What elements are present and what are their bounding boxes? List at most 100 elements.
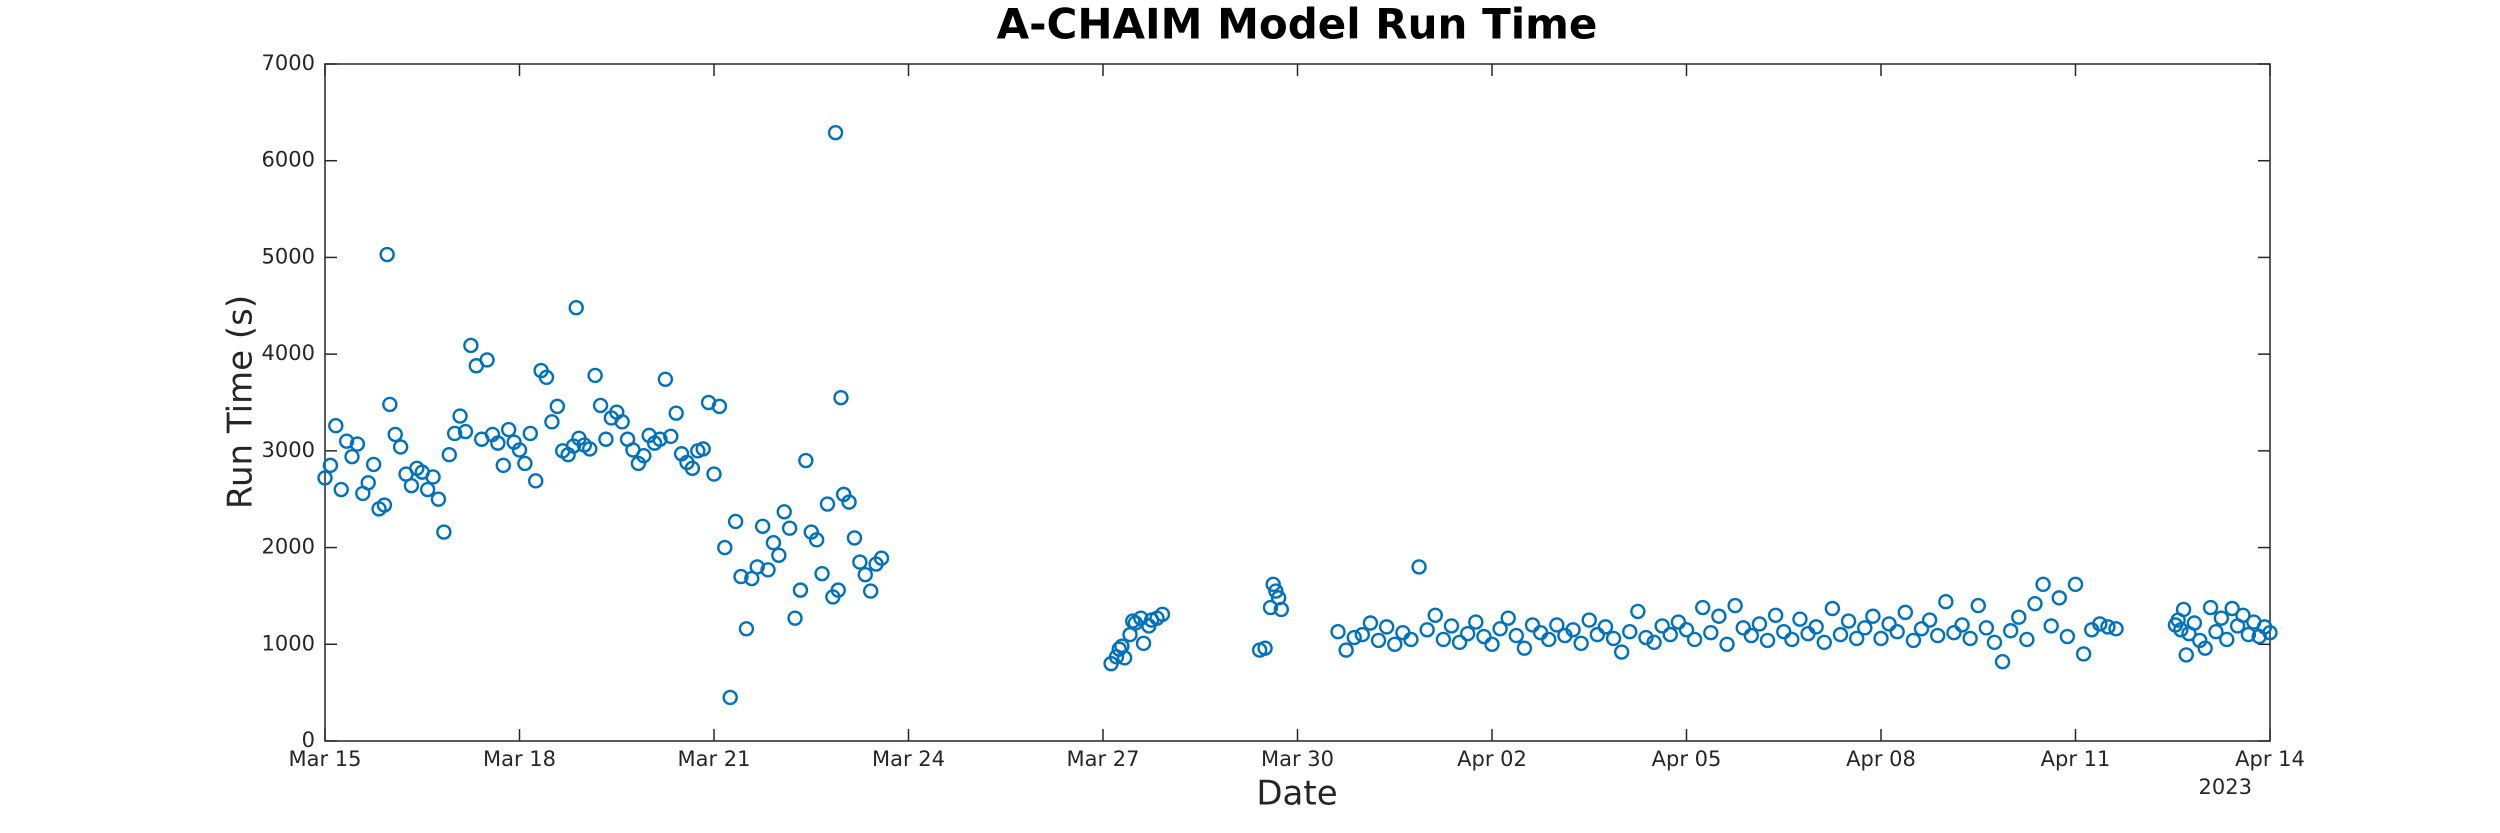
point bbox=[322, 457, 339, 474]
point bbox=[2108, 621, 2124, 637]
point bbox=[727, 513, 744, 530]
point bbox=[1759, 632, 1776, 649]
y-tick-label: 0 bbox=[302, 728, 315, 752]
point bbox=[695, 441, 711, 457]
point bbox=[1662, 626, 1678, 643]
point bbox=[2075, 646, 2092, 662]
point bbox=[1338, 642, 1354, 658]
x-tick-label: Apr 11 bbox=[2041, 747, 2111, 771]
y-tick-label: 2000 bbox=[262, 535, 315, 559]
point bbox=[1978, 620, 1995, 636]
point bbox=[1605, 630, 1622, 647]
point bbox=[592, 397, 609, 414]
point bbox=[376, 497, 393, 513]
point bbox=[846, 530, 863, 546]
point bbox=[344, 448, 360, 465]
point bbox=[1330, 624, 1346, 640]
point bbox=[1670, 614, 1687, 630]
point bbox=[1154, 606, 1171, 623]
point bbox=[833, 389, 849, 406]
point bbox=[2019, 631, 2035, 648]
point bbox=[1711, 608, 1727, 624]
point bbox=[1792, 611, 1808, 627]
point bbox=[2178, 647, 2194, 663]
point bbox=[446, 425, 463, 442]
point bbox=[652, 431, 668, 447]
point bbox=[1516, 640, 1533, 656]
point bbox=[379, 246, 395, 263]
point bbox=[452, 408, 468, 424]
point bbox=[511, 442, 528, 458]
point bbox=[1273, 601, 1289, 618]
point bbox=[2197, 640, 2213, 656]
point bbox=[463, 337, 479, 354]
point bbox=[738, 621, 755, 637]
x-tick-label: Apr 14 bbox=[2235, 747, 2305, 771]
point bbox=[2208, 624, 2224, 640]
point bbox=[1468, 614, 1484, 630]
point bbox=[490, 435, 506, 451]
point bbox=[1913, 621, 1930, 637]
point bbox=[317, 470, 333, 486]
point bbox=[528, 473, 544, 489]
point bbox=[2175, 601, 2192, 618]
point bbox=[798, 452, 814, 469]
y-tick-label: 5000 bbox=[262, 244, 315, 268]
point bbox=[522, 425, 539, 442]
point bbox=[1678, 622, 1695, 638]
point bbox=[1459, 625, 1476, 642]
point bbox=[1954, 617, 1970, 633]
y-tick-label: 4000 bbox=[262, 341, 315, 365]
point bbox=[862, 583, 879, 599]
point bbox=[1727, 597, 1743, 614]
point bbox=[717, 539, 733, 556]
point bbox=[1524, 617, 1541, 633]
point bbox=[684, 460, 701, 476]
point bbox=[1125, 613, 1141, 629]
point bbox=[1946, 624, 1962, 641]
point bbox=[1492, 621, 1508, 637]
point bbox=[1970, 597, 1986, 614]
point bbox=[430, 491, 447, 507]
point bbox=[1622, 624, 1638, 640]
x-year-label: 2023 bbox=[2199, 775, 2252, 799]
point bbox=[814, 565, 830, 582]
point bbox=[636, 447, 652, 464]
point bbox=[1370, 632, 1387, 649]
point bbox=[1857, 620, 1873, 636]
point bbox=[1832, 626, 1849, 643]
x-tick-label: Mar 24 bbox=[872, 747, 945, 771]
point bbox=[2011, 609, 2027, 625]
point bbox=[830, 582, 846, 598]
y-tick-label: 3000 bbox=[262, 438, 315, 462]
point bbox=[441, 447, 457, 463]
point bbox=[1784, 631, 1800, 648]
point bbox=[2262, 624, 2278, 641]
point bbox=[1654, 618, 1670, 634]
point bbox=[1427, 607, 1443, 623]
point bbox=[2224, 600, 2240, 617]
point bbox=[1703, 624, 1719, 641]
point bbox=[808, 532, 825, 548]
point bbox=[2186, 615, 2203, 631]
point bbox=[457, 423, 474, 440]
point bbox=[1889, 624, 1905, 640]
point bbox=[382, 396, 398, 413]
point bbox=[760, 562, 776, 578]
point bbox=[2051, 590, 2067, 606]
point bbox=[479, 352, 495, 368]
point bbox=[614, 414, 630, 430]
point bbox=[392, 439, 409, 455]
point bbox=[2202, 599, 2219, 616]
point bbox=[1262, 599, 1279, 616]
point bbox=[2213, 610, 2230, 626]
point bbox=[517, 455, 533, 472]
point bbox=[582, 441, 598, 457]
point bbox=[1362, 615, 1379, 631]
point bbox=[425, 469, 441, 485]
point bbox=[668, 405, 684, 421]
point bbox=[1921, 612, 1938, 628]
point bbox=[1581, 612, 1597, 628]
point bbox=[771, 547, 787, 564]
